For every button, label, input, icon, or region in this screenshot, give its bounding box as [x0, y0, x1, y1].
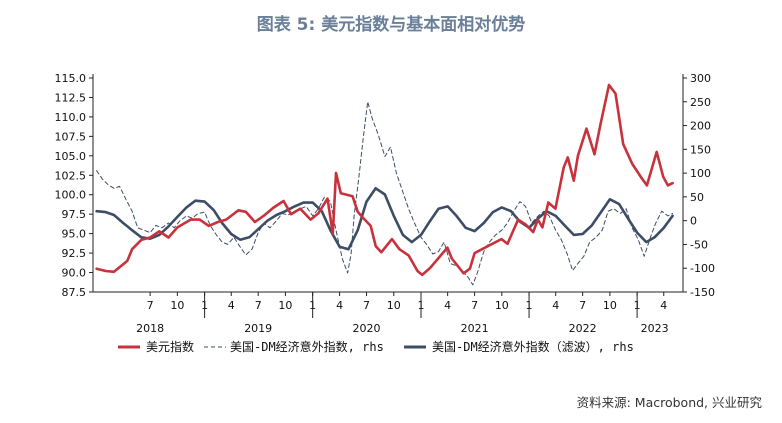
series-layer: [95, 83, 674, 286]
series-line-usd-index: [95, 83, 674, 277]
x-year-label: 2023: [641, 322, 669, 335]
x-tick-label: 7: [579, 299, 586, 312]
x-tick-label: 7: [471, 299, 478, 312]
x-tick-label: 4: [660, 299, 667, 312]
y-left-tick-label: 110.0: [55, 111, 87, 124]
x-tick-label: 10: [603, 299, 617, 312]
x-tick-label: 4: [228, 299, 235, 312]
chart: 87.5 90.0 92.5 95.0 97.5 100.0 102.5 105.0 107.5…: [55, 72, 715, 354]
chart-axes: 87.5 90.0 92.5 95.0 97.5 100.0 102.5 105.0 107.5…: [55, 72, 715, 335]
y-left-tick-label: 87.5: [62, 286, 87, 299]
x-year-label: 2020: [353, 322, 381, 335]
chart-title: 图表 5: 美元指数与基本面相对优势: [256, 15, 526, 35]
y-left-tick-label: 95.0: [62, 228, 87, 241]
x-year-label: 2021: [461, 322, 489, 335]
legend: 美元指数 美国-DM经济意外指数, rhs 美国-DM经济意外指数（滤波）, r…: [118, 339, 634, 354]
x-tick-label: 4: [552, 299, 559, 312]
y-left-tick-label: 115.0: [55, 72, 87, 85]
y-right-tick-label: -50: [690, 238, 708, 251]
y-left-tick-label: 112.5: [55, 91, 87, 104]
x-tick-label: 10: [170, 299, 184, 312]
series-line-surprise-index: [96, 101, 674, 286]
y-left-tick-label: 107.5: [55, 130, 87, 143]
x-tick-label: 4: [444, 299, 451, 312]
y-right-tick-label: -150: [690, 286, 715, 299]
source-note: 资料来源: Macrobond, 兴业研究: [576, 395, 762, 410]
y-left-tick-label: 102.5: [55, 169, 87, 182]
x-tick-label: 10: [278, 299, 292, 312]
x-tick-label: 10: [495, 299, 509, 312]
legend-label-usd-index: 美元指数: [146, 339, 194, 354]
y-left-tick-label: 97.5: [62, 208, 87, 221]
x-tick-label: 7: [363, 299, 370, 312]
y-left-tick-label: 92.5: [62, 247, 87, 260]
y-left-tick-label: 100.0: [55, 189, 87, 202]
y-right-tick-label: 300: [690, 72, 711, 85]
y-right-tick-label: 100: [690, 167, 711, 180]
x-tick-label: 7: [255, 299, 262, 312]
y-left-tick-label: 105.0: [55, 150, 87, 163]
series-line-surprise-filtered: [95, 187, 674, 251]
y-right-tick-label: 200: [690, 120, 711, 133]
y-right-tick-label: 150: [690, 143, 711, 156]
x-tick-label: 10: [387, 299, 401, 312]
x-tick-label: 7: [147, 299, 154, 312]
x-year-label: 2018: [136, 322, 164, 335]
y-right-tick-label: 250: [690, 96, 711, 109]
x-year-label: 2022: [569, 322, 597, 335]
legend-label-surprise-filtered: 美国-DM经济意外指数（滤波）, rhs: [432, 339, 634, 354]
x-year-label: 2019: [244, 322, 272, 335]
x-tick-label: 4: [336, 299, 343, 312]
y-right-tick-label: 50: [690, 191, 704, 204]
legend-label-surprise-index: 美国-DM经济意外指数, rhs: [230, 339, 384, 354]
y-left-tick-label: 90.0: [62, 267, 87, 280]
y-right-tick-label: 0: [690, 215, 697, 228]
y-right-tick-label: -100: [690, 262, 715, 275]
